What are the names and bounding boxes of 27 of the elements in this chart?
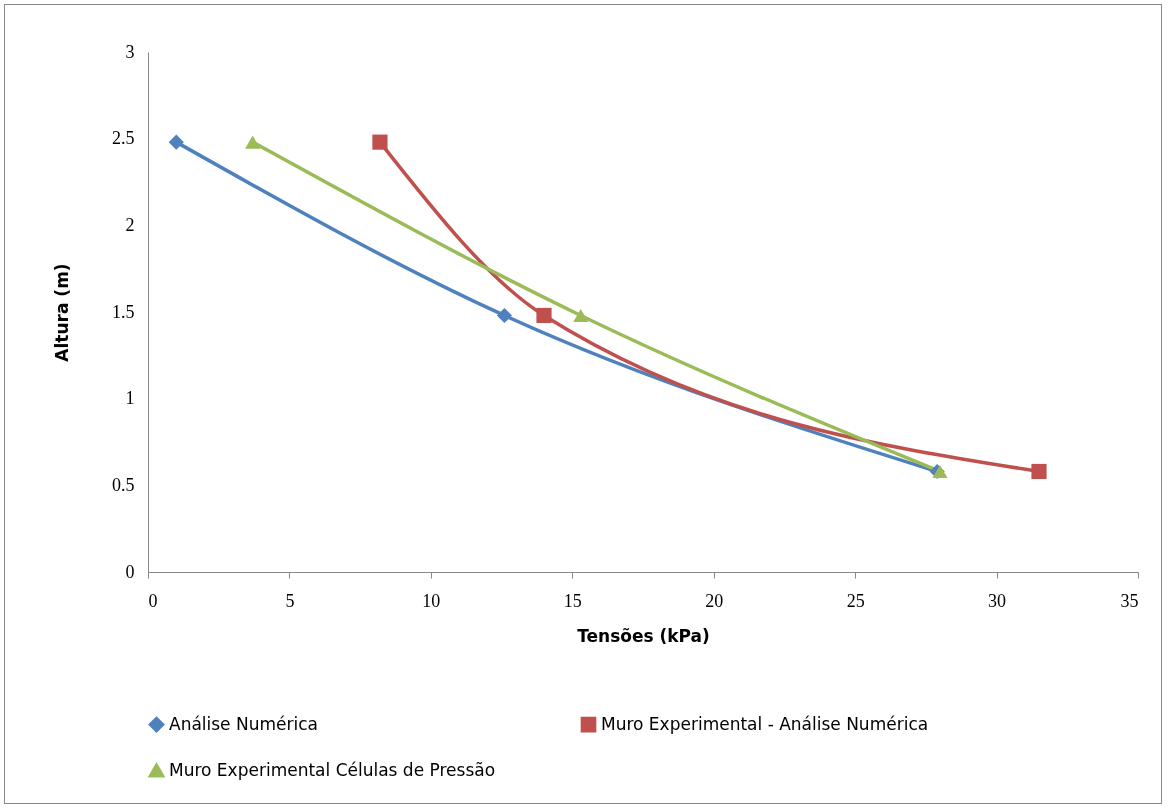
x-axis-title: Tensões (kPa) bbox=[577, 625, 710, 646]
point bbox=[168, 134, 184, 150]
y-tick-label: 2 bbox=[125, 214, 135, 235]
y-tick-label: 1.5 bbox=[112, 301, 135, 322]
y-tick-label: 0 bbox=[125, 561, 135, 582]
point bbox=[496, 307, 512, 324]
point bbox=[536, 307, 552, 324]
legend-label: Análise Numérica bbox=[169, 713, 318, 734]
legend-label: Muro Experimental Células de Pressão bbox=[169, 759, 496, 780]
y-tick-label: 2.5 bbox=[112, 128, 135, 149]
x-tick-label: 15 bbox=[563, 590, 582, 611]
x-tick-label: 5 bbox=[285, 590, 295, 611]
point bbox=[573, 308, 589, 323]
point bbox=[245, 135, 261, 149]
x-tick-label: 10 bbox=[422, 590, 441, 611]
x-tick-label: 30 bbox=[988, 590, 1007, 611]
point bbox=[1031, 463, 1047, 480]
y-tick-label: 3 bbox=[125, 41, 135, 62]
x-tick-label: 35 bbox=[1120, 590, 1139, 611]
y-axis-title: Altura (m) bbox=[52, 263, 72, 362]
y-tick-label: 0.5 bbox=[112, 474, 135, 495]
point bbox=[372, 134, 388, 150]
legend-label: Muro Experimental - Análise Numérica bbox=[601, 713, 929, 734]
x-tick-label: 25 bbox=[846, 590, 865, 611]
y-tick-label: 1 bbox=[125, 388, 135, 409]
x-tick-label: 20 bbox=[705, 590, 724, 611]
x-tick-label: 0 bbox=[148, 590, 158, 611]
